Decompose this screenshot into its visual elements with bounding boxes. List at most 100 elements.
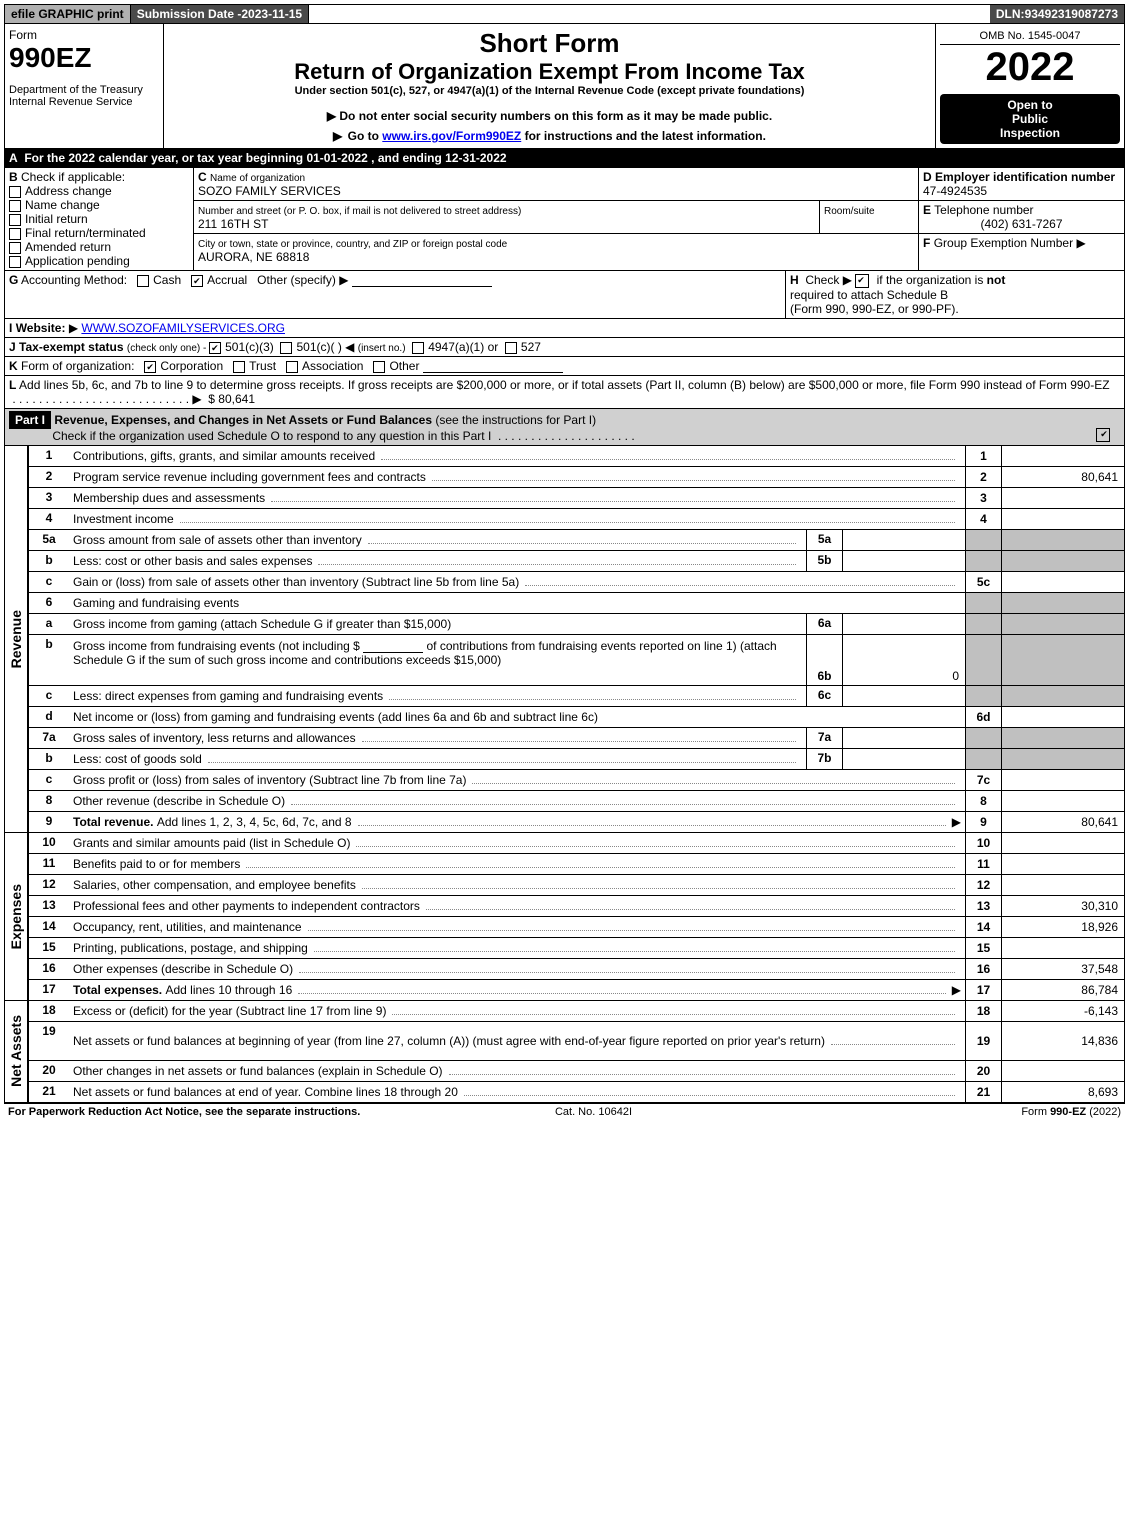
line-13: 13Professional fees and other payments t… (29, 896, 1124, 917)
org-name: SOZO FAMILY SERVICES (198, 184, 341, 198)
dept-label: Department of the Treasury (9, 84, 143, 96)
section-def: D Employer identification number 47-4924… (919, 168, 1124, 270)
goto-post: for instructions and the latest informat… (525, 129, 766, 143)
check-association[interactable] (286, 361, 298, 373)
website-label: Website: (16, 321, 66, 335)
cat-no: Cat. No. 10642I (555, 1106, 632, 1118)
section-d: D Employer identification number 47-4924… (919, 168, 1124, 201)
form-number: 990EZ (9, 42, 159, 74)
check-name-change[interactable]: Name change (9, 198, 189, 212)
check-accrual[interactable] (191, 275, 203, 287)
check-cash[interactable] (137, 275, 149, 287)
section-k: K Form of organization: Corporation Trus… (4, 357, 1125, 376)
section-i: I Website: ▶ WWW.SOZOFAMILYSERVICES.ORG (4, 319, 1125, 338)
city-label: City or town, state or province, country… (198, 239, 507, 250)
city-block: City or town, state or province, country… (194, 234, 918, 266)
street-label: Number and street (or P. O. box, if mail… (198, 206, 521, 217)
ein-value: 47-4924535 (923, 184, 987, 198)
subdate-value: 2023-11-15 (241, 7, 302, 21)
org-name-block: C Name of organization SOZO FAMILY SERVI… (194, 168, 918, 201)
revenue-side-label: Revenue (4, 446, 28, 833)
accounting-method-label: Accounting Method: (21, 273, 127, 287)
line-21: 21Net assets or fund balances at end of … (29, 1082, 1124, 1103)
part-i-title: Revenue, Expenses, and Changes in Net As… (54, 413, 432, 427)
l-label: L (9, 378, 16, 392)
h-forms: (Form 990, 990-EZ, or 990-PF). (790, 302, 959, 316)
short-form-title: Short Form (168, 28, 931, 59)
goto-pre: Go to (348, 129, 383, 143)
contrib-blank[interactable] (363, 640, 423, 653)
check-only-one: (check only one) - (127, 343, 209, 354)
check-schedule-o[interactable] (1096, 428, 1110, 442)
line-7a: 7aGross sales of inventory, less returns… (29, 728, 1124, 749)
check-trust[interactable] (233, 361, 245, 373)
f-label: F (923, 236, 930, 250)
line-2: 2Program service revenue including gover… (29, 467, 1124, 488)
line-5c: cGain or (loss) from sale of assets othe… (29, 572, 1124, 593)
section-l: L Add lines 5b, 6c, and 7b to line 9 to … (4, 376, 1125, 409)
l-amount: $ 80,641 (208, 392, 255, 406)
street-address: Number and street (or P. O. box, if mail… (194, 201, 820, 233)
line-6b: bGross income from fundraising events (n… (29, 635, 1124, 686)
check-initial-return[interactable]: Initial return (9, 212, 189, 226)
section-b-label: B (9, 170, 18, 184)
section-c-label: C (198, 170, 207, 184)
check-corporation[interactable] (144, 361, 156, 373)
section-g: G Accounting Method: Cash Accrual Other … (5, 271, 785, 318)
j-label: J (9, 340, 16, 354)
form-header: Form 990EZ Department of the Treasury In… (4, 24, 1125, 149)
line-15: 15Printing, publications, postage, and s… (29, 938, 1124, 959)
part-i-checkline: Check if the organization used Schedule … (52, 429, 491, 443)
omb-number: OMB No. 1545-0047 (940, 28, 1120, 45)
check-other-org[interactable] (373, 361, 385, 373)
line-6c: cLess: direct expenses from gaming and f… (29, 686, 1124, 707)
i-label: I (9, 321, 12, 335)
g-label: G (9, 273, 18, 287)
section-c: C Name of organization SOZO FAMILY SERVI… (194, 168, 919, 270)
check-527[interactable] (505, 342, 517, 354)
section-a-label: A (9, 151, 18, 165)
ein-label: Employer identification number (935, 170, 1115, 184)
tax-year: 2022 (940, 45, 1120, 90)
check-501c3[interactable] (209, 342, 221, 354)
open-label: Open to (1007, 98, 1052, 112)
arrow-icon (333, 129, 344, 143)
street-value: 211 16TH ST (198, 217, 268, 231)
subdate-label: Submission Date - (137, 7, 242, 21)
line-6: 6Gaming and fundraising events (29, 593, 1124, 614)
irs-link[interactable]: www.irs.gov/Form990EZ (382, 129, 521, 143)
header-center: Short Form Return of Organization Exempt… (164, 24, 936, 148)
other-org-blank[interactable] (423, 360, 563, 373)
check-501c[interactable] (280, 342, 292, 354)
arrow-icon: ▶ (1076, 236, 1085, 250)
line-6a: aGross income from gaming (attach Schedu… (29, 614, 1124, 635)
check-address-change[interactable]: Address change (9, 184, 189, 198)
expenses-side-label: Expenses (4, 833, 28, 1001)
line-5b: bLess: cost or other basis and sales exp… (29, 551, 1124, 572)
gh-block: G Accounting Method: Cash Accrual Other … (4, 271, 1125, 319)
line-18: 18Excess or (deficit) for the year (Subt… (29, 1001, 1124, 1022)
tax-exempt-label: Tax-exempt status (19, 340, 123, 354)
website-link[interactable]: WWW.SOZOFAMILYSERVICES.ORG (81, 321, 285, 335)
dln-label: DLN: (996, 7, 1025, 21)
part-i-label: Part I (9, 411, 51, 429)
goto-line: Go to www.irs.gov/Form990EZ for instruct… (168, 129, 931, 143)
check-scheduleb[interactable] (855, 274, 869, 288)
section-b-title: Check if applicable: (21, 170, 125, 184)
check-final-return[interactable]: Final return/terminated (9, 226, 189, 240)
revenue-section: Revenue 1Contributions, gifts, grants, a… (4, 446, 1125, 833)
expenses-section: Expenses 10Grants and similar amounts pa… (4, 833, 1125, 1001)
other-specify: Other (specify) (257, 273, 336, 287)
other-specify-blank[interactable] (352, 274, 492, 287)
part-i-header: Part I Revenue, Expenses, and Changes in… (4, 409, 1125, 446)
check-amended-return[interactable]: Amended return (9, 240, 189, 254)
check-4947[interactable] (412, 342, 424, 354)
efile-print-label[interactable]: efile GRAPHIC print (5, 5, 131, 23)
phone-value: (402) 631-7267 (923, 217, 1120, 231)
street-block: Number and street (or P. O. box, if mail… (194, 201, 918, 234)
line-9: 9Total revenue. Add lines 1, 2, 3, 4, 5c… (29, 812, 1124, 833)
inspection-label: Inspection (1000, 126, 1060, 140)
public-label: Public (1012, 112, 1048, 126)
check-application-pending[interactable]: Application pending (9, 254, 189, 268)
dept-treasury: Department of the Treasury Internal Reve… (9, 84, 159, 108)
